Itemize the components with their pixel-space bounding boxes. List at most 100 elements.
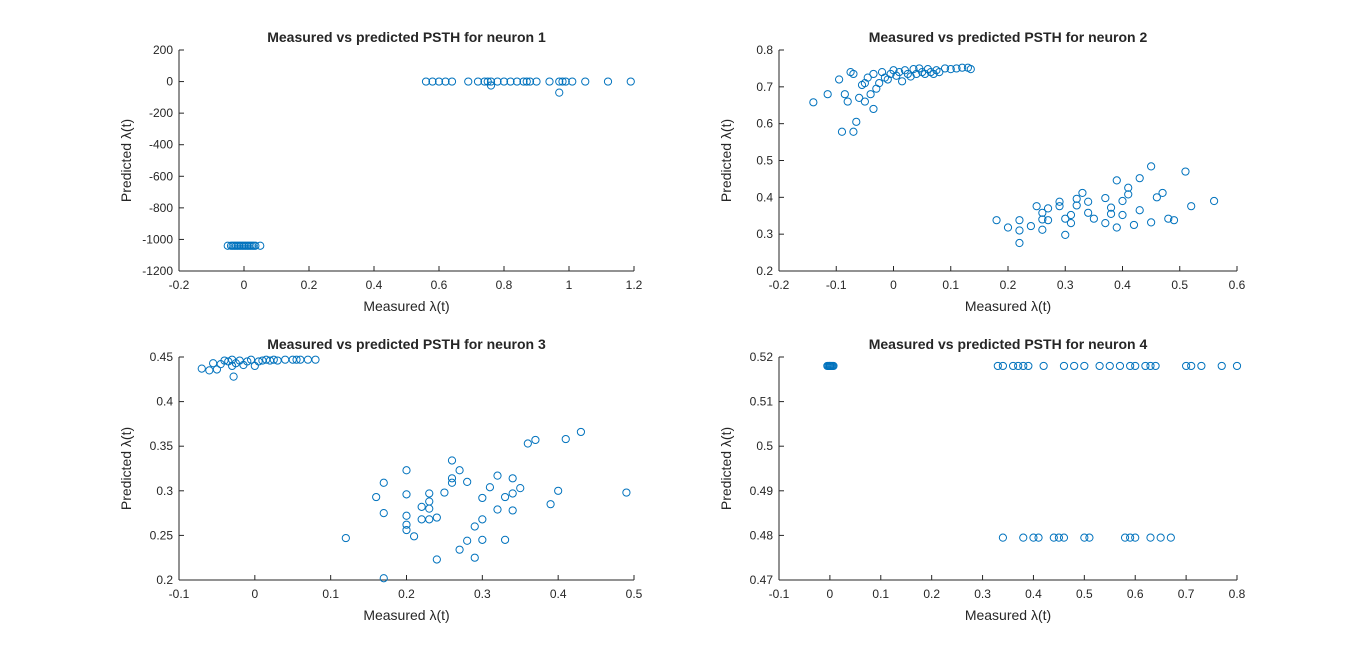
subplot-neuron-4: -0.1 0 0.1 0.2 0.3 0.4 0.5 0.6 0.7 0.8 0.47 0.48 0.4… xyxy=(718,336,1246,623)
y-tick-label: 0.51 xyxy=(750,395,774,409)
y-tick-label: 0 xyxy=(166,75,173,89)
x-tick-label: 0.6 xyxy=(1229,278,1246,292)
x-tick-label: 0.3 xyxy=(974,587,991,601)
scatter-point xyxy=(470,522,479,531)
y-tick-label: -1000 xyxy=(142,232,173,246)
scatter-point xyxy=(923,65,932,74)
x-tick-label: 0.4 xyxy=(1114,278,1131,292)
y-axis-label: Predicted λ(t) xyxy=(118,119,134,202)
y-tick-label: -600 xyxy=(149,169,173,183)
x-tick-label: 0.2 xyxy=(923,587,940,601)
scatter-point xyxy=(417,502,426,511)
scatter-point xyxy=(555,88,564,97)
scatter-point xyxy=(500,492,510,502)
x-tick-label: -0.2 xyxy=(769,278,790,292)
x-tick-label: 1.2 xyxy=(626,278,643,292)
scatter-point xyxy=(1066,219,1076,228)
y-tick-label: -1200 xyxy=(142,264,173,278)
scatter-point xyxy=(1106,203,1116,212)
scatter-point xyxy=(920,69,930,79)
scatter-point xyxy=(835,75,844,84)
scatter-point xyxy=(555,77,564,86)
scatter-point xyxy=(463,536,472,545)
scatter-point xyxy=(1043,216,1053,225)
scatter-point xyxy=(998,361,1008,371)
scatter-point xyxy=(486,81,496,90)
scatter-point xyxy=(1187,202,1196,211)
scatter-point xyxy=(425,515,434,524)
x-tick-label: 0.2 xyxy=(301,278,318,292)
scatter-point xyxy=(508,506,517,515)
scatter-points xyxy=(223,77,635,250)
scatter-point xyxy=(561,77,570,86)
y-tick-label: 0.5 xyxy=(756,154,773,168)
scatter-points xyxy=(823,361,1242,542)
y-tick-label: 0.49 xyxy=(750,484,774,498)
scatter-point xyxy=(1217,361,1226,371)
scatter-point xyxy=(823,90,832,99)
x-tick-label: 0.5 xyxy=(1076,587,1093,601)
x-tick-label: -0.1 xyxy=(826,278,847,292)
scatter-point xyxy=(1034,533,1043,542)
scatter-point xyxy=(1070,361,1079,371)
y-tick-label: -800 xyxy=(149,201,173,215)
scatter-point xyxy=(493,77,502,86)
scatter-point xyxy=(998,533,1008,542)
scatter-point xyxy=(243,357,252,366)
x-tick-label: 0.5 xyxy=(626,587,643,601)
scatter-point xyxy=(1084,208,1093,217)
scatter-point xyxy=(212,365,222,374)
scatter-point xyxy=(425,489,434,498)
scatter-point xyxy=(1019,533,1028,542)
scatter-point xyxy=(909,65,918,74)
scatter-point xyxy=(622,488,631,497)
scatter-point xyxy=(425,504,434,513)
scatter-point xyxy=(478,515,487,524)
scatter-point xyxy=(379,574,388,583)
scatter-point xyxy=(843,97,852,106)
x-axis-label: Measured λ(t) xyxy=(965,607,1051,623)
scatter-point xyxy=(581,77,590,86)
y-tick-label: 0.7 xyxy=(756,80,773,94)
scatter-point xyxy=(516,484,525,493)
scatter-point xyxy=(480,77,489,86)
scatter-point xyxy=(1164,214,1173,223)
scatter-point xyxy=(903,69,912,79)
x-tick-label: 0.3 xyxy=(1057,278,1074,292)
scatter-point xyxy=(626,77,635,86)
scatter-point xyxy=(1008,361,1018,371)
scatter-point xyxy=(506,77,515,86)
scatter-point xyxy=(1135,174,1144,183)
y-axis-label: Predicted λ(t) xyxy=(118,427,134,510)
scatter-point xyxy=(852,117,861,126)
x-tick-label: 0.4 xyxy=(366,278,383,292)
y-tick-label: 0.5 xyxy=(756,439,773,453)
scatter-point xyxy=(1101,219,1110,228)
y-tick-label: 0.8 xyxy=(756,43,773,57)
scatter-point xyxy=(1166,533,1175,542)
scatter-point xyxy=(1015,226,1024,235)
scatter-point xyxy=(863,73,872,82)
x-tick-label: 0.8 xyxy=(1229,587,1246,601)
scatter-point xyxy=(464,77,473,86)
scatter-point xyxy=(1095,361,1104,371)
scatter-point xyxy=(1019,361,1028,371)
scatter-point xyxy=(1080,361,1089,371)
scatter-point xyxy=(866,90,875,99)
scatter-point xyxy=(1024,361,1033,371)
scatter-point xyxy=(432,513,441,522)
scatter-point xyxy=(1089,214,1098,223)
scatter-point xyxy=(223,241,232,250)
x-tick-label: 0.1 xyxy=(322,587,339,601)
y-tick-label: 0.3 xyxy=(156,484,173,498)
x-tick-label: 0.2 xyxy=(398,587,415,601)
y-axis-label: Predicted λ(t) xyxy=(718,427,734,510)
subplot-neuron-3: -0.1 0 0.1 0.2 0.3 0.4 0.5 0.2 0.25 0.3 0.35 0.4 0.4… xyxy=(118,336,643,623)
scatter-point xyxy=(251,241,260,250)
scatter-point xyxy=(1197,361,1206,371)
scatter-point xyxy=(379,478,388,487)
x-tick-label: 0.6 xyxy=(431,278,448,292)
scatter-point xyxy=(860,97,869,106)
